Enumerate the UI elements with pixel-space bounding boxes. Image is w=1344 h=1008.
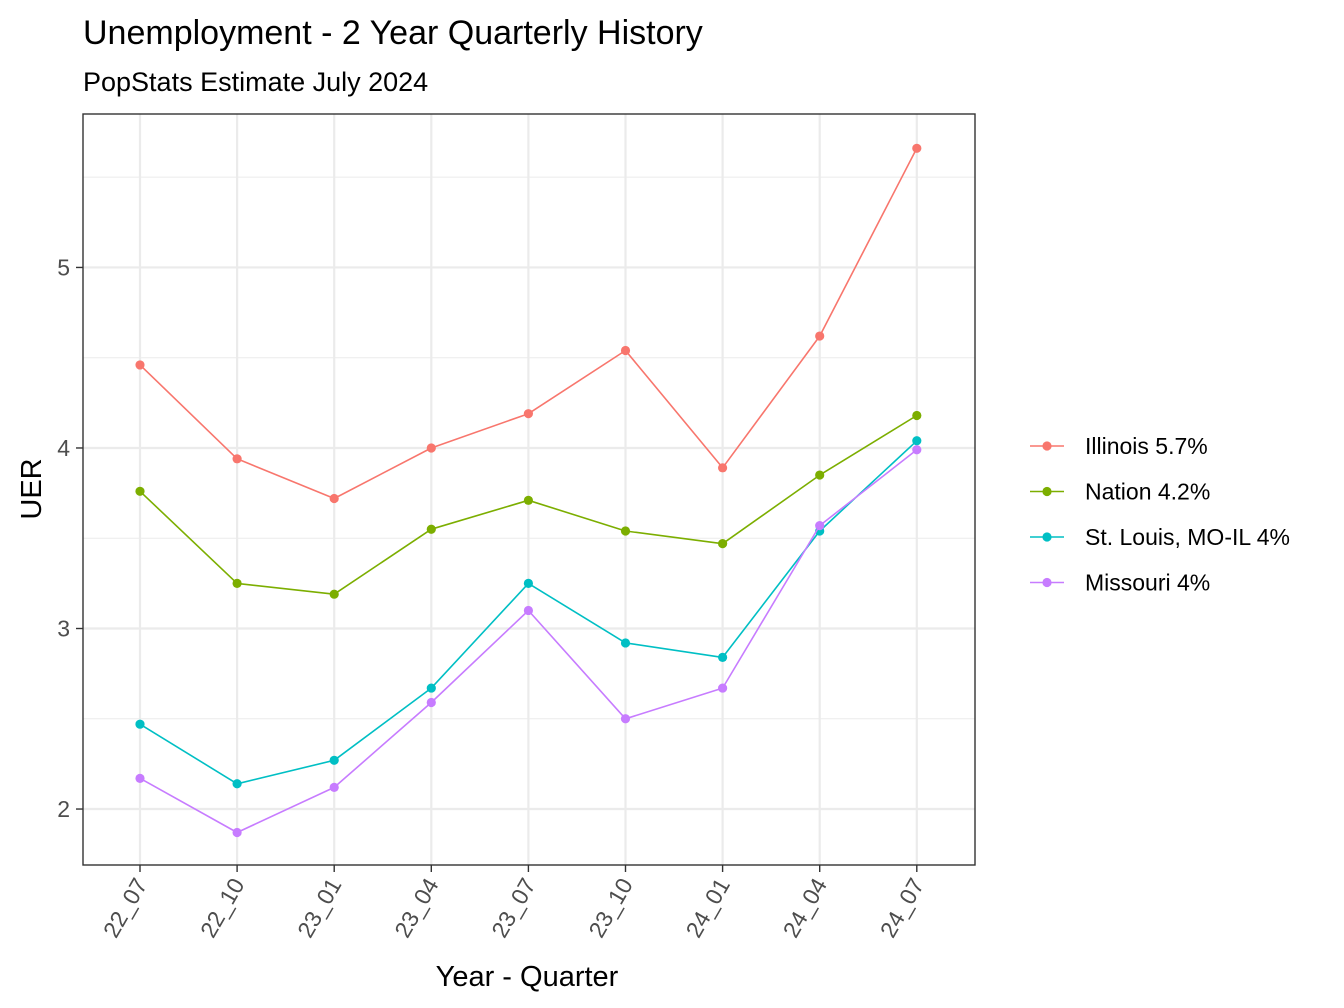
y-axis-title: UER — [16, 458, 48, 519]
legend-label: Illinois 5.7% — [1085, 433, 1208, 459]
data-point — [523, 495, 534, 505]
data-point — [815, 470, 825, 480]
data-point — [135, 360, 145, 370]
data-point — [135, 773, 145, 783]
data-point — [620, 526, 631, 536]
data-point — [329, 493, 339, 504]
y-tick-label: 5 — [57, 254, 70, 280]
legend-key-point — [1042, 532, 1052, 542]
data-point — [426, 524, 436, 534]
x-axis-tick-labels: 22_07 22_10 23_01 23_04 23_07 23_10 24_01 24_04… — [98, 873, 929, 942]
data-point — [815, 521, 825, 531]
data-point — [232, 454, 242, 464]
data-point — [912, 436, 922, 446]
y-tick-label: 2 — [57, 796, 70, 822]
data-point — [620, 714, 631, 724]
legend-key-point — [1042, 486, 1052, 497]
data-point — [718, 539, 728, 549]
data-point — [523, 605, 534, 616]
chart-title: Unemployment - 2 Year Quarterly History — [83, 14, 703, 52]
y-tick-label: 4 — [57, 435, 70, 461]
legend-label: Nation 4.2% — [1085, 479, 1210, 505]
data-point — [912, 410, 922, 421]
legend-key-point — [1042, 577, 1052, 588]
data-point — [620, 345, 631, 356]
data-point — [620, 638, 631, 648]
x-axis-title: Year - Quarter — [436, 961, 619, 993]
data-point — [329, 782, 339, 792]
data-point — [523, 578, 534, 588]
legend-key-point — [1042, 441, 1052, 451]
major-gridlines — [83, 114, 975, 865]
legend-label: Missouri 4% — [1085, 570, 1210, 596]
y-tick-label: 3 — [57, 616, 70, 642]
data-point — [815, 331, 825, 341]
axis-ticks — [76, 266, 918, 872]
y-axis-tick-labels: 2 3 4 5 — [57, 254, 70, 822]
data-point — [426, 683, 436, 693]
data-point — [232, 827, 242, 838]
data-point — [135, 719, 145, 729]
data-point — [523, 409, 534, 419]
data-point — [912, 445, 922, 455]
data-point — [232, 779, 242, 789]
data-point — [718, 683, 728, 693]
data-point — [329, 589, 339, 599]
data-point — [718, 463, 728, 473]
data-point — [426, 443, 436, 453]
data-point — [135, 486, 145, 496]
legend-label: St. Louis, MO-IL 4% — [1085, 524, 1290, 550]
data-point — [912, 143, 922, 153]
data-point — [232, 578, 242, 588]
chart-subtitle: PopStats Estimate July 2024 — [83, 67, 428, 97]
legend: Illinois 5.7% Nation 4.2% St. Louis, MO-IL… — [1030, 433, 1290, 596]
data-point — [329, 755, 339, 765]
data-point — [718, 652, 728, 662]
data-point — [426, 697, 436, 708]
series-layer — [135, 143, 922, 838]
